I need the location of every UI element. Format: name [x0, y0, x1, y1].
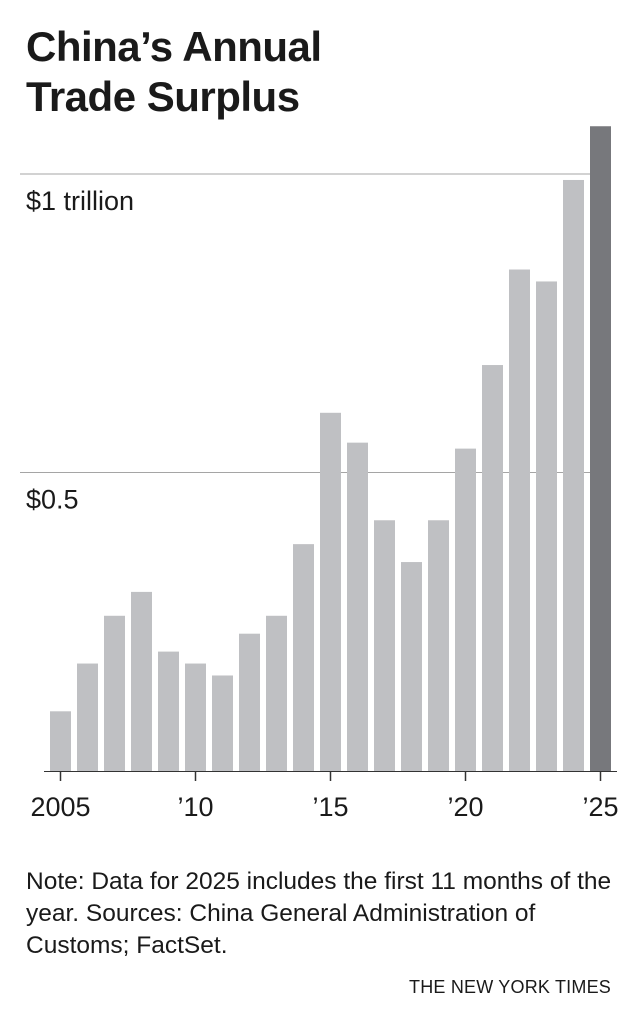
bar-2022 [509, 269, 530, 771]
bar-2016 [347, 442, 368, 771]
x-tick-label-2015: ’15 [312, 792, 348, 822]
x-tick-label-2005: 2005 [30, 792, 90, 822]
bar-2021 [482, 365, 503, 771]
bar-2014 [293, 544, 314, 771]
x-tick-label-2020: ’20 [447, 792, 483, 822]
y-tick-label-1: $1 trillion [26, 186, 134, 216]
source-note: Note: Data for 2025 includes the first 1… [26, 868, 612, 959]
bars [50, 126, 611, 772]
bar-2019 [428, 520, 449, 771]
y-tick-label-0-5: $0.5 [26, 485, 79, 515]
x-axis [44, 771, 617, 781]
bar-2005 [50, 711, 71, 771]
bar-2018 [401, 562, 422, 771]
credit-line: THE NEW YORK TIMES [409, 977, 611, 997]
bar-2007 [104, 615, 125, 771]
chart-title-line-1: China’s Annual [26, 23, 322, 70]
bar-2010 [185, 663, 206, 771]
bar-2015 [320, 412, 341, 771]
bar-2011 [212, 675, 233, 771]
bar-2012 [239, 633, 260, 771]
bar-chart: 2005 ’10 ’15 ’20 ’25 $1 trillion $0.5 [20, 126, 619, 822]
bar-2006 [77, 663, 98, 771]
bar-2009 [158, 651, 179, 771]
x-tick-label-2010: ’10 [177, 792, 213, 822]
chart-title-line-2: Trade Surplus [26, 73, 300, 120]
bar-2023 [536, 281, 557, 771]
bar-2013 [266, 615, 287, 771]
bar-2017 [374, 520, 395, 771]
x-tick-label-2025: ’25 [582, 792, 618, 822]
bar-2025 [590, 126, 611, 772]
bar-2008 [131, 591, 152, 771]
bar-2024 [563, 179, 584, 772]
bar-2020 [455, 448, 476, 771]
chart-title: China’s Annual Trade Surplus [26, 22, 322, 122]
labels: 2005 ’10 ’15 ’20 ’25 $1 trillion $0.5 [26, 186, 619, 822]
